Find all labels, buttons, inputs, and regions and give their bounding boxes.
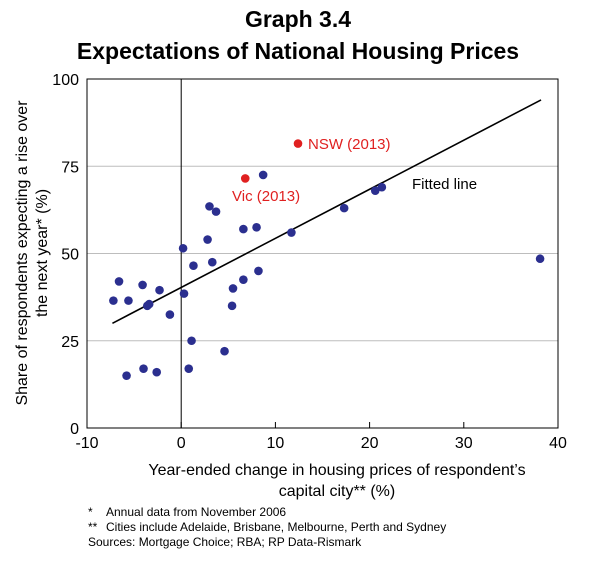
y-axis-label-line1: Share of respondents expecting a rise ov… [14, 100, 31, 406]
data-point [239, 275, 248, 284]
data-point [535, 254, 545, 264]
data-point [220, 346, 229, 356]
chart-subtitle: Expectations of National Housing Prices [76, 38, 520, 64]
data-point [187, 336, 196, 346]
x-axis-label-line1: Year-ended change in housing prices of r… [148, 462, 525, 479]
data-point [152, 367, 162, 377]
data-point [254, 266, 263, 276]
data-point [203, 235, 212, 244]
data-point [179, 289, 189, 298]
nsw-label: NSW (2013) [308, 136, 391, 153]
highlight-point [240, 174, 250, 183]
vic-label: Vic (2013) [232, 188, 300, 205]
footnote-1: * Annual data from November 2006 [88, 505, 446, 520]
y-tick-label: 50 [61, 247, 79, 264]
x-tick-label: 0 [177, 435, 186, 452]
footnote-1-mark: * [88, 505, 93, 519]
data-point [144, 299, 154, 309]
y-tick-label: 75 [61, 159, 79, 176]
data-point [252, 223, 261, 232]
data-point [139, 364, 148, 373]
data-point [109, 296, 118, 305]
footnotes: * Annual data from November 2006 ** Citi… [88, 505, 446, 550]
fitted-line-label: Fitted line [412, 176, 477, 193]
data-point [184, 364, 194, 373]
data-point [114, 277, 124, 286]
data-point [339, 203, 349, 213]
footnote-2: ** Cities include Adelaide, Brisbane, Me… [88, 520, 446, 535]
footnote-1-text: Annual data from November 2006 [106, 505, 287, 519]
chart-title: Graph 3.4 [244, 6, 352, 32]
data-point [124, 296, 133, 305]
data-point [138, 280, 147, 290]
y-tick-label: 100 [52, 72, 79, 89]
data-point [189, 261, 198, 271]
x-axis-label-line2: capital city** (%) [279, 483, 395, 500]
x-tick-label: 10 [267, 435, 285, 452]
data-points [109, 139, 545, 380]
data-point [228, 284, 238, 293]
x-tick-label: 30 [455, 435, 473, 452]
y-tick-label: 25 [61, 334, 79, 351]
data-point [287, 228, 296, 237]
data-point [165, 310, 175, 319]
data-point [205, 202, 214, 211]
x-tick-label: -10 [75, 435, 98, 452]
x-tick-label: 40 [549, 435, 567, 452]
footnote-2-text: Cities include Adelaide, Brisbane, Melbo… [106, 520, 447, 534]
axes [86, 78, 559, 429]
highlight-point [293, 139, 303, 148]
sources: Sources: Mortgage Choice; RBA; RP Data-R… [88, 535, 362, 549]
grid-lines [87, 165, 558, 342]
data-point [178, 243, 188, 253]
x-tick-label: 20 [361, 435, 379, 452]
y-tick-label: 0 [70, 421, 79, 438]
data-point [122, 371, 131, 380]
data-point [377, 182, 387, 192]
fitted-line [112, 99, 542, 325]
footnote-2-mark: ** [88, 520, 98, 534]
data-point [370, 186, 380, 195]
data-point [155, 285, 164, 295]
data-point [239, 224, 248, 234]
data-point [207, 257, 217, 267]
y-axis-label-line2: the next year* (%) [34, 189, 51, 317]
data-point [227, 301, 237, 311]
data-point [211, 207, 221, 216]
plot-frame [86, 78, 559, 429]
data-point [258, 170, 268, 180]
